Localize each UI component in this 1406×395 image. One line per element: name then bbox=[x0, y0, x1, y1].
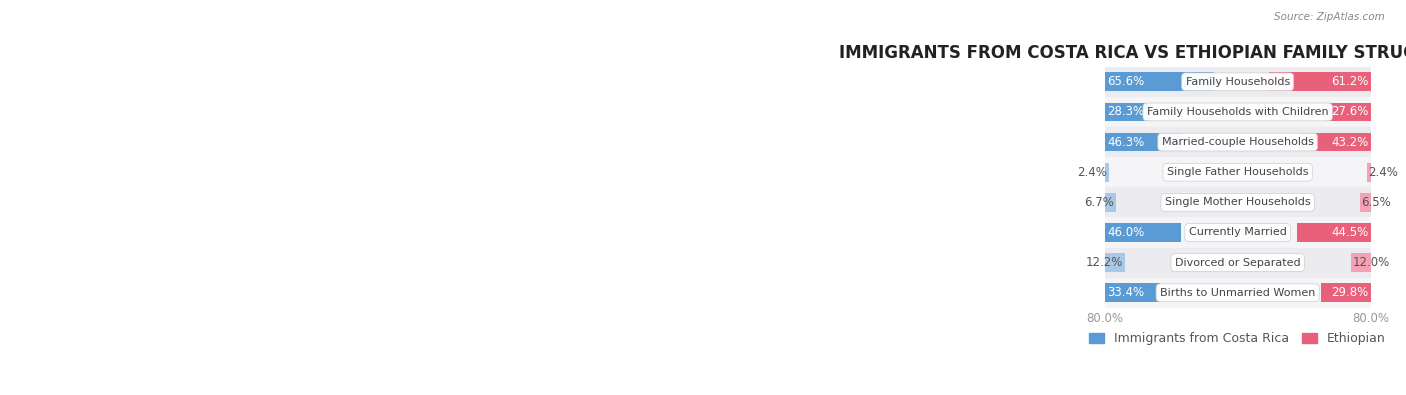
Text: 61.2%: 61.2% bbox=[1331, 75, 1368, 88]
Bar bbox=[1105, 193, 1116, 212]
Text: Family Households: Family Households bbox=[1185, 77, 1289, 87]
Bar bbox=[1105, 157, 1371, 187]
Text: Married-couple Households: Married-couple Households bbox=[1161, 137, 1313, 147]
Bar bbox=[1105, 223, 1181, 242]
Text: 27.6%: 27.6% bbox=[1331, 105, 1368, 118]
Text: Currently Married: Currently Married bbox=[1188, 228, 1286, 237]
Bar bbox=[1351, 253, 1371, 272]
Bar bbox=[1105, 67, 1371, 97]
Text: 46.3%: 46.3% bbox=[1107, 135, 1144, 149]
Bar bbox=[1105, 248, 1371, 278]
Bar bbox=[1105, 283, 1160, 302]
Text: IMMIGRANTS FROM COSTA RICA VS ETHIOPIAN FAMILY STRUCTURE: IMMIGRANTS FROM COSTA RICA VS ETHIOPIAN … bbox=[838, 44, 1406, 62]
Text: 65.6%: 65.6% bbox=[1107, 75, 1144, 88]
Bar bbox=[1296, 223, 1371, 242]
Bar bbox=[1268, 72, 1371, 91]
Text: 29.8%: 29.8% bbox=[1331, 286, 1368, 299]
Text: 2.4%: 2.4% bbox=[1368, 166, 1398, 179]
Text: 43.2%: 43.2% bbox=[1331, 135, 1368, 149]
Text: 2.4%: 2.4% bbox=[1077, 166, 1107, 179]
Bar bbox=[1105, 103, 1152, 121]
Bar bbox=[1322, 283, 1371, 302]
Bar bbox=[1105, 278, 1371, 308]
Text: Family Households with Children: Family Households with Children bbox=[1147, 107, 1329, 117]
Bar bbox=[1105, 72, 1213, 91]
Text: Single Father Households: Single Father Households bbox=[1167, 167, 1309, 177]
Bar bbox=[1105, 133, 1181, 151]
Text: Source: ZipAtlas.com: Source: ZipAtlas.com bbox=[1274, 12, 1385, 22]
Bar bbox=[1105, 253, 1125, 272]
Bar bbox=[1367, 163, 1371, 182]
Bar bbox=[1324, 103, 1371, 121]
Text: Births to Unmarried Women: Births to Unmarried Women bbox=[1160, 288, 1316, 298]
Text: 28.3%: 28.3% bbox=[1107, 105, 1144, 118]
Legend: Immigrants from Costa Rica, Ethiopian: Immigrants from Costa Rica, Ethiopian bbox=[1090, 332, 1386, 345]
Text: 33.4%: 33.4% bbox=[1107, 286, 1144, 299]
Text: Single Mother Households: Single Mother Households bbox=[1164, 198, 1310, 207]
Text: 46.0%: 46.0% bbox=[1107, 226, 1144, 239]
Text: 12.0%: 12.0% bbox=[1353, 256, 1389, 269]
Text: 12.2%: 12.2% bbox=[1085, 256, 1123, 269]
Bar bbox=[1105, 127, 1371, 157]
Text: 44.5%: 44.5% bbox=[1331, 226, 1368, 239]
Bar bbox=[1360, 193, 1371, 212]
Bar bbox=[1105, 217, 1371, 248]
Text: Divorced or Separated: Divorced or Separated bbox=[1175, 258, 1301, 267]
Bar bbox=[1299, 133, 1371, 151]
Bar bbox=[1105, 187, 1371, 217]
Text: 6.5%: 6.5% bbox=[1361, 196, 1392, 209]
Text: 6.7%: 6.7% bbox=[1084, 196, 1114, 209]
Bar bbox=[1105, 97, 1371, 127]
Bar bbox=[1105, 163, 1109, 182]
